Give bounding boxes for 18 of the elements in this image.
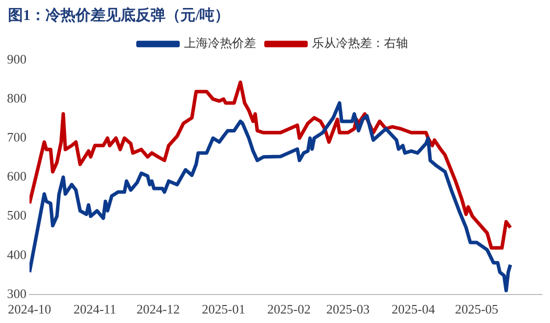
x-tick-label: 2025-01: [202, 302, 246, 317]
x-tick-label: 2025-03: [326, 302, 370, 317]
y-tick-label: 600: [7, 168, 26, 184]
x-tick-label: 2024-12: [136, 302, 180, 317]
legend-label: 乐从冷热差：右轴: [312, 36, 408, 50]
x-tick-label: 2025-05: [454, 302, 498, 317]
y-tick-label: 900: [7, 51, 26, 66]
y-tick-label: 700: [7, 130, 26, 145]
y-tick-label: 400: [7, 246, 26, 262]
x-tick-label: 2024-10: [8, 302, 52, 317]
x-tick-label: 2024-11: [73, 302, 116, 317]
y-tick-label: 800: [7, 90, 26, 106]
chart-title: 图1：冷热价差见底反弹（元/吨）: [7, 6, 231, 26]
y-tick-label: 500: [7, 208, 26, 223]
x-tick-label: 2025-02: [267, 302, 311, 317]
x-tick-label: 2025-04: [392, 302, 436, 317]
legend-label: 上海冷热价差: [184, 36, 256, 50]
y-tick-label: 300: [7, 286, 26, 301]
